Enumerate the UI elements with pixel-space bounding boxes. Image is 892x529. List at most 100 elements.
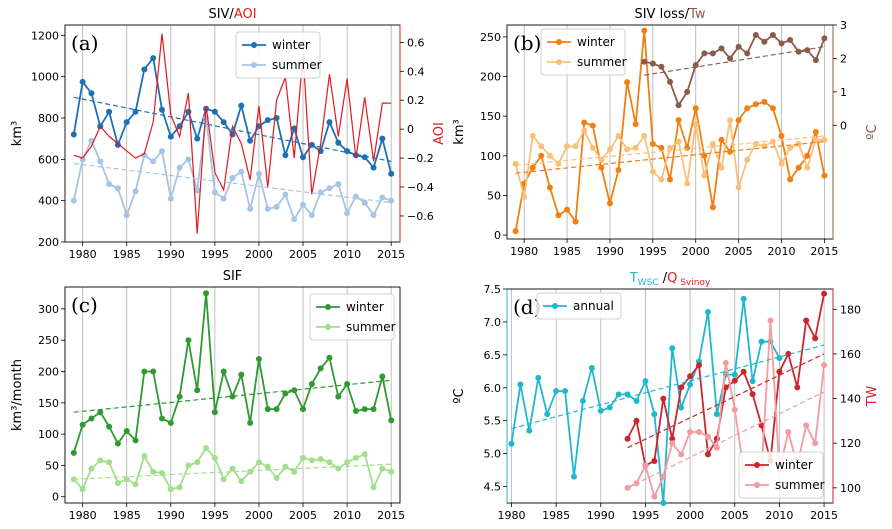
data-point bbox=[97, 158, 104, 165]
chart-title: TWSC /Q Svinoy bbox=[629, 271, 711, 288]
y-tick-label: 800 bbox=[38, 112, 59, 125]
data-point bbox=[821, 290, 828, 297]
data-point bbox=[158, 106, 165, 113]
title-part: AOI bbox=[234, 7, 257, 22]
data-point bbox=[97, 457, 104, 464]
x-tick-label: 2015 bbox=[810, 245, 838, 258]
y-tick-label: 250 bbox=[480, 31, 501, 44]
data-point bbox=[150, 158, 157, 165]
x-tick-label: 2000 bbox=[676, 509, 704, 522]
data-point bbox=[264, 406, 271, 413]
data-point bbox=[812, 57, 819, 64]
data-point bbox=[787, 144, 794, 151]
data-point bbox=[273, 406, 280, 413]
data-point bbox=[546, 152, 553, 159]
data-point bbox=[282, 463, 289, 470]
y-axis-label-right: AOI bbox=[432, 122, 447, 145]
panel-b: 1980 1985 1990 1995 2000 2005 2010 201505010015… bbox=[452, 7, 880, 258]
data-point bbox=[79, 421, 86, 428]
data-point bbox=[247, 205, 254, 212]
data-point bbox=[687, 429, 694, 436]
x-tick-label: 1995 bbox=[631, 509, 659, 522]
data-point bbox=[370, 164, 377, 171]
data-point bbox=[352, 454, 359, 461]
data-point bbox=[624, 484, 631, 491]
data-point bbox=[709, 50, 716, 57]
data-point bbox=[132, 188, 139, 195]
data-point bbox=[704, 309, 711, 316]
data-point bbox=[114, 479, 121, 486]
legend-box bbox=[309, 293, 395, 341]
data-point bbox=[651, 411, 658, 418]
data-point bbox=[572, 143, 579, 150]
data-point bbox=[722, 359, 729, 366]
data-point bbox=[308, 457, 315, 464]
data-point bbox=[167, 419, 174, 426]
data-point bbox=[731, 371, 738, 378]
data-point bbox=[687, 381, 694, 388]
title-part: Tw bbox=[688, 7, 706, 22]
data-point bbox=[247, 419, 254, 426]
data-point bbox=[176, 164, 183, 171]
chart-title: SIV loss/Tw bbox=[634, 7, 705, 22]
data-point bbox=[194, 187, 201, 194]
data-point bbox=[264, 205, 271, 212]
data-point bbox=[692, 121, 699, 128]
data-point bbox=[508, 440, 515, 447]
data-point bbox=[88, 465, 95, 472]
data-point bbox=[141, 66, 148, 73]
data-point bbox=[335, 393, 342, 400]
data-point bbox=[740, 295, 747, 302]
data-point bbox=[633, 417, 640, 424]
data-point bbox=[317, 456, 324, 463]
data-point bbox=[211, 409, 218, 416]
data-point bbox=[106, 108, 113, 115]
y-axis-label: ºC bbox=[452, 388, 467, 403]
data-point bbox=[158, 415, 165, 422]
y-axis-label: km³/month bbox=[10, 359, 25, 431]
data-point bbox=[555, 160, 562, 167]
data-point bbox=[291, 468, 298, 475]
data-point bbox=[220, 368, 227, 375]
data-point bbox=[632, 121, 639, 128]
data-point bbox=[658, 176, 665, 183]
data-point bbox=[660, 473, 667, 480]
data-point bbox=[88, 415, 95, 422]
data-point bbox=[701, 172, 708, 179]
data-point bbox=[641, 132, 648, 139]
data-point bbox=[804, 47, 811, 54]
y-tick-label: 250 bbox=[38, 334, 59, 347]
data-point bbox=[220, 476, 227, 483]
panel-a: 1980 1985 1990 1995 2000 2005 2010 2015 200 400 60… bbox=[10, 7, 447, 261]
data-point bbox=[597, 407, 604, 414]
data-point bbox=[300, 454, 307, 461]
y-tick-label: 0 bbox=[52, 491, 59, 504]
data-point bbox=[185, 156, 192, 163]
data-point bbox=[804, 152, 811, 159]
data-point bbox=[194, 459, 201, 466]
legend-marker bbox=[556, 59, 562, 65]
data-point bbox=[572, 218, 579, 225]
data-point bbox=[291, 216, 298, 223]
data-point bbox=[150, 368, 157, 375]
data-point bbox=[731, 406, 738, 413]
series-line-summer-trend bbox=[627, 391, 825, 489]
legend-label: summer bbox=[577, 55, 627, 69]
data-point bbox=[106, 459, 113, 466]
data-point bbox=[675, 138, 682, 145]
data-point bbox=[776, 355, 783, 362]
data-point bbox=[678, 451, 685, 458]
data-point bbox=[308, 381, 315, 388]
data-point bbox=[812, 136, 819, 143]
legend-box bbox=[536, 292, 622, 320]
legend-marker bbox=[325, 324, 331, 330]
data-point bbox=[379, 373, 386, 380]
panel-label: (a) bbox=[71, 31, 99, 55]
data-point bbox=[291, 125, 298, 132]
legend-label: winter bbox=[346, 300, 384, 314]
data-point bbox=[344, 210, 351, 217]
legend-box bbox=[540, 28, 626, 76]
title-part: Q bbox=[667, 271, 677, 286]
data-point bbox=[388, 170, 395, 177]
